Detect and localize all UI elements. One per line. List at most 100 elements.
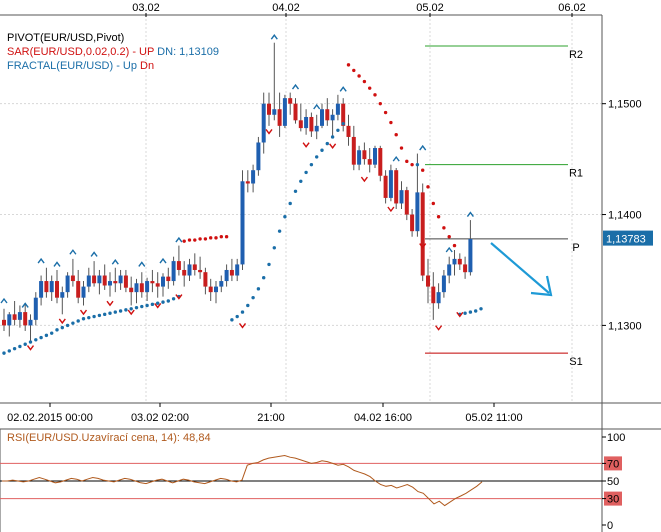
sar-dot (71, 321, 75, 325)
sar-dot (293, 189, 298, 193)
sar-dot (214, 236, 218, 240)
fractal-up-icon (37, 257, 45, 264)
fractal-up-icon (291, 83, 300, 90)
candle-body (76, 281, 81, 298)
candle-body (431, 286, 436, 304)
current-price-box (603, 230, 653, 246)
sar-dot (118, 309, 123, 313)
sar-dot (55, 328, 59, 332)
fractal-up-icon (313, 103, 321, 110)
sar-dot (267, 262, 271, 267)
sar-dot (150, 302, 155, 307)
top-date-label: 03.02 (132, 2, 160, 14)
candle-body (415, 192, 420, 232)
sar-dot (283, 215, 287, 219)
candle-body (123, 275, 128, 288)
sar-dot (399, 146, 404, 150)
sar-dot (76, 319, 80, 323)
fractal-down-icon (175, 294, 183, 300)
sar-dot (452, 243, 457, 248)
sar-dot (426, 185, 430, 189)
fractal-down-icon (154, 303, 162, 309)
sar-dot (124, 308, 128, 312)
rsi-tick-label: 30 (607, 494, 619, 506)
candle-body (309, 116, 314, 132)
sar-dot (346, 63, 351, 67)
forecast-arrow (490, 242, 553, 297)
fractal-down-icon (238, 322, 247, 329)
candle-body (171, 261, 176, 282)
candle-body (463, 264, 468, 273)
candle-body (187, 264, 192, 276)
time-label: 04.02 16:00 (354, 412, 412, 424)
candle-body (166, 276, 171, 282)
fractal-down-icon (127, 309, 135, 316)
fractal-down-icon (26, 345, 35, 351)
candle-body (282, 98, 287, 126)
sar-dot (44, 333, 49, 338)
fractal-down-icon (329, 143, 337, 149)
sar-dot (262, 276, 266, 280)
sar-dot (389, 120, 393, 125)
fractal-down-icon (387, 206, 395, 213)
candle-body (129, 287, 134, 293)
sar-dot (12, 346, 17, 351)
candle-body (304, 116, 309, 129)
candle-body (198, 269, 203, 273)
sar-dot (60, 325, 64, 330)
rsi-line (2, 454, 483, 507)
candle-body (320, 109, 324, 126)
candle-body (441, 275, 446, 293)
sar-dot (436, 215, 441, 219)
candle-body (240, 181, 245, 265)
time-label: 21:00 (257, 412, 285, 424)
candle-body (92, 275, 97, 284)
rsi-tick-label: 50 (607, 476, 619, 488)
candle-body (102, 275, 107, 286)
candle-body (70, 275, 75, 282)
arrow-shaft (490, 242, 550, 294)
candle-body (272, 109, 277, 115)
rsi-level-box (604, 456, 622, 471)
candle-body (288, 98, 293, 104)
sar-dot (129, 307, 133, 311)
sar-dot (81, 317, 86, 321)
fractal-down-icon (456, 311, 464, 318)
legend-text: FRACTAL(EUR/USD) - Up (7, 60, 137, 72)
sar-dot (134, 305, 139, 310)
sar-dot (103, 312, 107, 317)
fractal-up-icon (159, 257, 167, 264)
sar-dot (92, 314, 96, 319)
candle-body (139, 283, 144, 293)
sar-dot (230, 318, 234, 322)
candle-body (44, 281, 49, 293)
candle-body (23, 312, 28, 326)
sar-dot (447, 235, 451, 239)
candle-body (203, 272, 208, 287)
legend-extra: Dn (137, 60, 154, 72)
arrow-head-icon (530, 275, 553, 297)
candle-body (81, 286, 86, 298)
candle-body (251, 170, 256, 184)
sar-dot (336, 128, 340, 132)
sar-dot (421, 168, 425, 172)
sar-dot (246, 303, 250, 308)
legend-text: SAR(EUR/USD,0.02,0.2) - UP (7, 46, 154, 58)
candle-body (351, 136, 356, 165)
pivot-levels: R2 R1 P S1 (425, 45, 583, 368)
candle-body (55, 281, 59, 298)
candle-body (325, 109, 330, 121)
sar-dot (87, 315, 91, 320)
candle-body (357, 150, 362, 165)
time-axis: 02.02.2015 00:00 03.02 02:00 21:00 04.02 16… (7, 403, 523, 424)
sar-dot (309, 162, 314, 167)
fractal-down-icon (106, 300, 114, 307)
candle-body (182, 269, 187, 276)
sar-dot (256, 287, 261, 291)
candle-body (134, 283, 139, 293)
sar-dot (34, 338, 38, 342)
candle-body (410, 214, 415, 232)
fractal-up-icon (339, 86, 347, 92)
fractal-up-icon (21, 302, 29, 308)
